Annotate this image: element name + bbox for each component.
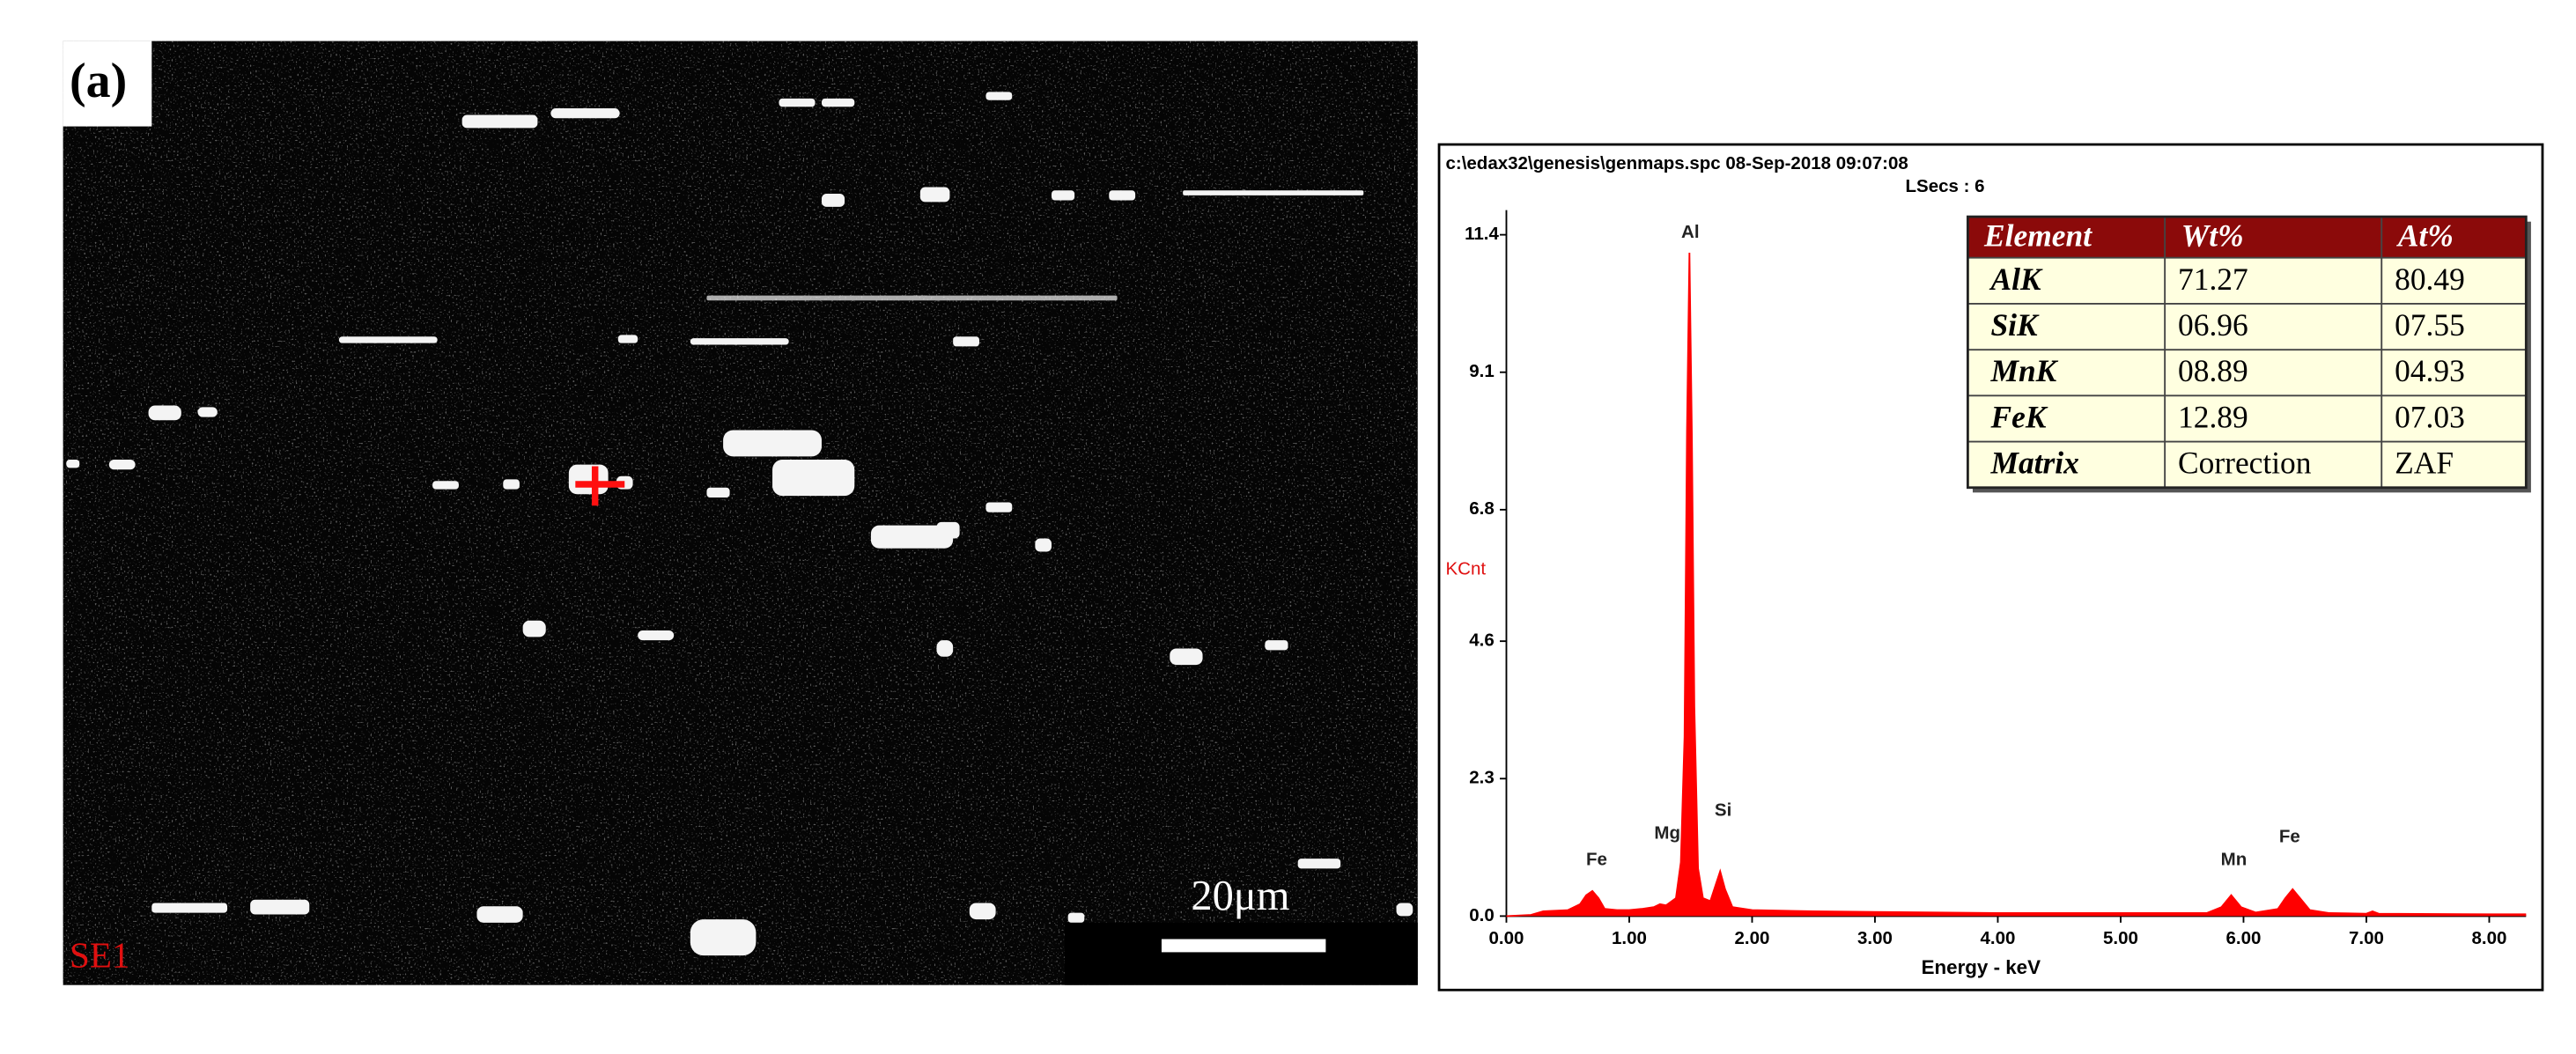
label-box (63, 41, 152, 127)
sem-texture (63, 41, 1418, 985)
table-body-bg (1967, 257, 2527, 488)
table-cell: Matrix (1990, 446, 2079, 481)
peak-label: Al (1681, 222, 1700, 242)
peak-label: Fe (2279, 826, 2300, 846)
x-tick-label: 5.00 (2103, 928, 2138, 948)
table-cell: 08.89 (2178, 353, 2248, 388)
scale-bar (1161, 939, 1326, 953)
table-cell: SiK (1991, 307, 2041, 343)
plot-area: 0.0 2.3 4.6 6.8 9.1 11.4 0.00 1.00 2.00 3.00 4.00 5… (1465, 210, 2527, 948)
table-header-cell: Element (1983, 217, 2093, 253)
y-tick-label: 11.4 (1465, 224, 1499, 244)
spectrum-header: c:\edax32\genesis\genmaps.spc 08-Sep-201… (1445, 153, 1908, 173)
x-tick-label: 7.00 (2349, 928, 2384, 948)
x-tick-label: 6.00 (2226, 928, 2262, 948)
spectrum-subheader: LSecs : 6 (1906, 176, 1985, 196)
table-header-cell: At% (2396, 217, 2454, 253)
table-cell: MnK (1990, 353, 2059, 388)
x-tick-label: 3.00 (1857, 928, 1893, 948)
y-tick-label: 9.1 (1469, 361, 1495, 381)
peak-label: Si (1715, 800, 1731, 820)
scale-bar-box (1064, 922, 1418, 985)
peak-label: Mn (2221, 849, 2248, 869)
x-tick-label: 1.00 (1612, 928, 1647, 948)
table-cell: 71.27 (2178, 262, 2248, 297)
spectrum-line (1506, 252, 2527, 918)
panel-label: (a) (70, 54, 127, 108)
x-tick-label: 8.00 (2472, 928, 2507, 948)
y-axis-label: KCnt (1445, 558, 1486, 579)
y-tick-label: 6.8 (1469, 498, 1495, 519)
table-header-cell: Wt% (2181, 217, 2244, 253)
table-border (1966, 215, 2528, 490)
x-tick-label: 4.00 (1981, 928, 2016, 948)
table-cell: 04.93 (2395, 353, 2465, 388)
peak-label: Mg (1654, 823, 1680, 844)
table-cell: 12.89 (2178, 399, 2248, 434)
table-cell: 07.03 (2395, 399, 2465, 434)
results-table: Element Wt% At% AlK 71.27 80.49 SiK 06.96 07.55 M… (1966, 215, 2531, 493)
table-cell: 80.49 (2395, 262, 2465, 297)
peak-label: Fe (1586, 849, 1607, 869)
detector-label: SE1 (70, 934, 129, 975)
table-header-bg (1967, 217, 2527, 258)
y-tick-label: 0.0 (1469, 905, 1495, 925)
table-cell: Correction (2178, 446, 2312, 481)
x-tick-label: 2.00 (1735, 928, 1770, 948)
table-cell: AlK (1989, 262, 2043, 297)
cross-marker (575, 466, 625, 506)
scale-bar-label: 20μm (1191, 873, 1289, 919)
y-tick-label: 2.3 (1469, 768, 1495, 788)
x-axis-label: Energy - keV (1922, 956, 2041, 978)
table-cell: 07.55 (2395, 307, 2465, 343)
table-cell: 06.96 (2178, 307, 2248, 343)
y-tick-label: 4.6 (1469, 630, 1495, 651)
x-tick-label: 0.00 (1489, 928, 1524, 948)
table-cell: ZAF (2395, 446, 2454, 481)
table-cell: FeK (1990, 399, 2048, 434)
